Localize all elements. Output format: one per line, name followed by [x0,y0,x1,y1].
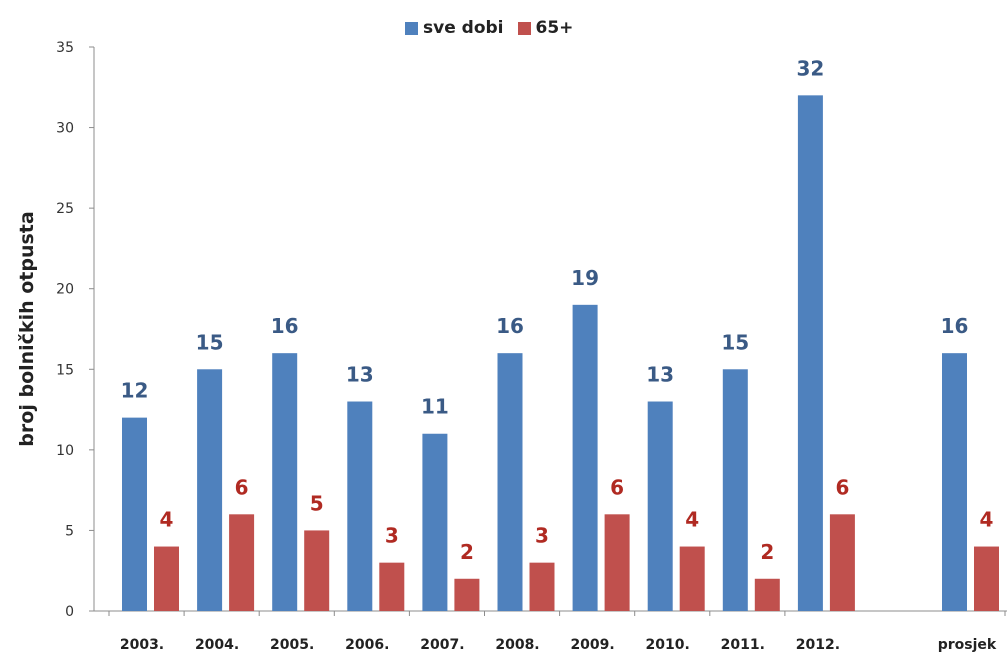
y-tick-label: 30 [56,121,74,137]
data-label-65plus: 5 [310,491,324,515]
data-label-65plus: 4 [980,508,994,532]
x-tick-label: 2004. [195,637,239,653]
y-tick-label: 35 [56,40,74,56]
bar-65plus [529,562,555,611]
y-tick-label: 0 [65,604,74,620]
x-tick-label: 2005. [270,637,314,653]
bar-sve-dobi [122,417,147,611]
x-tick-label: 2012. [796,637,840,653]
bar-65plus [974,546,999,611]
data-label-sve-dobi: 13 [646,363,674,387]
legend-swatch-65plus [517,21,531,35]
bar-65plus [604,514,630,611]
data-label-65plus: 2 [460,540,474,564]
bar-65plus [229,514,255,611]
data-label-65plus: 3 [385,524,399,548]
x-tick-label: 2006. [345,637,389,653]
data-label-sve-dobi: 16 [941,314,969,338]
y-tick-label: 20 [56,282,74,298]
data-label-65plus: 3 [535,524,549,548]
data-label-sve-dobi: 12 [121,379,149,403]
bar-sve-dobi [272,353,298,611]
legend-item-sve-dobi: sve dobi [405,18,504,38]
bar-sve-dobi [722,369,748,611]
bar-sve-dobi [572,304,598,611]
x-tick-label: prosjek [938,637,997,653]
data-label-sve-dobi: 11 [421,395,449,419]
data-label-sve-dobi: 15 [721,330,749,354]
y-tick-label: 10 [56,443,74,459]
legend-item-65plus: 65+ [517,18,574,38]
data-label-65plus: 6 [235,475,249,499]
bar-sve-dobi [797,95,823,612]
legend-label-sve-dobi: sve dobi [423,18,504,38]
bar-sve-dobi [422,433,448,611]
data-label-sve-dobi: 15 [196,330,224,354]
bar-sve-dobi [942,353,967,611]
x-tick-label: 2003. [120,637,164,653]
bar-65plus [679,546,705,611]
bar-65plus [304,530,330,611]
data-label-65plus: 4 [160,508,174,532]
data-label-sve-dobi: 16 [271,314,299,338]
bar-65plus [454,578,480,611]
bar-sve-dobi [647,401,673,611]
legend: sve dobi 65+ [405,18,573,38]
data-label-65plus: 4 [685,508,699,532]
x-tick-label: 2011. [721,637,765,653]
legend-swatch-sve-dobi [405,21,418,35]
data-label-65plus: 2 [760,540,774,564]
data-label-sve-dobi: 19 [571,266,599,290]
y-axis-label: broj bolničkih otpusta [16,211,38,446]
data-label-sve-dobi: 13 [346,363,374,387]
bar-sve-dobi [347,401,373,611]
y-tick-label: 15 [56,362,74,378]
y-tick-label: 25 [56,201,74,217]
y-tick-label: 5 [65,523,74,539]
bar-sve-dobi [497,353,523,611]
data-label-65plus: 6 [835,475,849,499]
bar-65plus [154,546,179,611]
x-tick-label: 2010. [646,637,690,653]
x-tick-label: 2008. [495,637,539,653]
x-tick-label: 2007. [420,637,464,653]
bar-65plus [754,578,780,611]
data-label-sve-dobi: 16 [496,314,524,338]
bar-sve-dobi [197,369,223,611]
data-label-sve-dobi: 32 [796,56,824,80]
x-tick-label: 2009. [570,637,614,653]
legend-label-65plus: 65+ [535,18,574,38]
data-label-65plus: 6 [610,475,624,499]
bar-65plus [379,562,405,611]
bar-65plus [829,514,855,611]
